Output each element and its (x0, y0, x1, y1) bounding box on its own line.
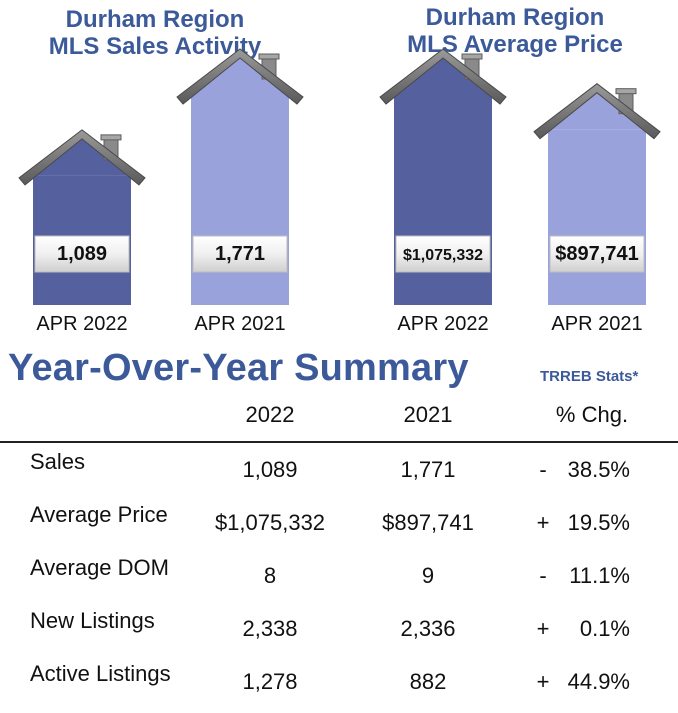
summary-title: Year-Over-Year Summary (8, 347, 469, 389)
sales-value-box-1 (192, 235, 288, 273)
price-value-box-0 (395, 235, 491, 273)
value-2022: 1,089 (242, 457, 298, 482)
change-percent: 0.1% (579, 616, 630, 641)
sales-category-label-0: APR 2022 (36, 313, 127, 335)
price-roof-0 (379, 48, 507, 105)
row-label: Average Price (30, 502, 168, 527)
price-chimney-cap-1 (615, 88, 637, 95)
value-2021: $897,741 (382, 510, 474, 535)
table-row: Active Listings 1,278 882 +44.9% (0, 661, 678, 713)
price-house-bar-1: $897,741 APR 2021 (533, 83, 661, 335)
sales-chimney-cap-0 (100, 134, 122, 141)
sales-chart-title-line2: MLS Sales Activity (48, 33, 262, 60)
sales-roof-0 (18, 129, 146, 186)
column-header-change: % Chg. (555, 402, 629, 427)
value-2021: 2,336 (400, 616, 456, 641)
price-house-body-0 (394, 95, 492, 305)
sales-house-gable-0 (33, 135, 131, 176)
column-header-2022: 2022 (245, 402, 295, 427)
price-roof-1 (533, 83, 661, 140)
price-chimney-cap-0 (461, 53, 483, 60)
sales-value-label-0: 1,089 (57, 243, 107, 265)
row-label: Average DOM (30, 555, 169, 580)
table-row: Sales 1,089 1,771 -38.5% (0, 449, 678, 501)
price-house-body-1 (548, 129, 646, 305)
price-category-label-0: APR 2022 (397, 313, 488, 335)
sales-category-label-1: APR 2021 (194, 313, 285, 335)
change-sign: - (539, 457, 547, 482)
value-2021: 1,771 (400, 457, 456, 482)
sales-chart-title: Durham Region MLS Sales Activity (0, 6, 310, 60)
value-2022: 1,278 (242, 669, 298, 694)
change-sign: + (536, 616, 550, 641)
change-percent: 19.5% (567, 510, 630, 535)
price-value-label-1: $897,741 (555, 243, 638, 265)
change-percent: 38.5% (567, 457, 630, 482)
sales-roof-1 (176, 48, 304, 105)
sales-house-bar-1: 1,771 APR 2021 (176, 48, 304, 335)
value-2021: 9 (421, 563, 435, 588)
sales-value-label-1: 1,771 (215, 243, 265, 265)
value-2022: 2,338 (242, 616, 298, 641)
summary-divider (0, 441, 678, 443)
change-percent: 44.9% (567, 669, 630, 694)
table-row: Average DOM 8 9 -11.1% (0, 555, 678, 607)
row-label: New Listings (30, 608, 155, 633)
change-sign: + (536, 669, 550, 694)
price-value-label-0: $1,075,332 (403, 247, 483, 264)
row-label: Active Listings (30, 661, 171, 686)
sales-house-body-1 (191, 95, 289, 305)
change-sign: - (539, 563, 547, 588)
sales-house-bar-0: 1,089 APR 2022 (18, 129, 146, 335)
stats-source-note: TRREB Stats* (540, 368, 639, 385)
column-header-2021: 2021 (403, 402, 453, 427)
value-2022: $1,075,332 (214, 510, 326, 535)
row-label: Sales (30, 449, 86, 474)
price-chart-title-line1: Durham Region (425, 4, 605, 31)
price-category-label-1: APR 2021 (551, 313, 642, 335)
sales-chart-title-line1: Durham Region (65, 6, 245, 33)
change-percent: 11.1% (569, 563, 630, 588)
change-sign: + (536, 510, 550, 535)
price-house-gable-0 (394, 55, 492, 95)
house-bar-charts: 1,089 APR 2022 1,771 APR 2021 $1,075,332 APR … (18, 48, 661, 335)
sales-house-gable-1 (191, 55, 289, 95)
sales-chimney-cap-1 (258, 53, 280, 60)
price-house-gable-1 (548, 89, 646, 130)
sales-value-box-0 (34, 235, 130, 273)
value-2022: 8 (263, 563, 277, 588)
price-house-bar-0: $1,075,332 APR 2022 (379, 48, 507, 335)
value-2021: 882 (409, 669, 447, 694)
table-row: New Listings 2,338 2,336 +0.1% (0, 608, 678, 660)
table-row: Average Price $1,075,332 $897,741 +19.5% (0, 502, 678, 554)
price-value-box-1 (549, 235, 645, 273)
